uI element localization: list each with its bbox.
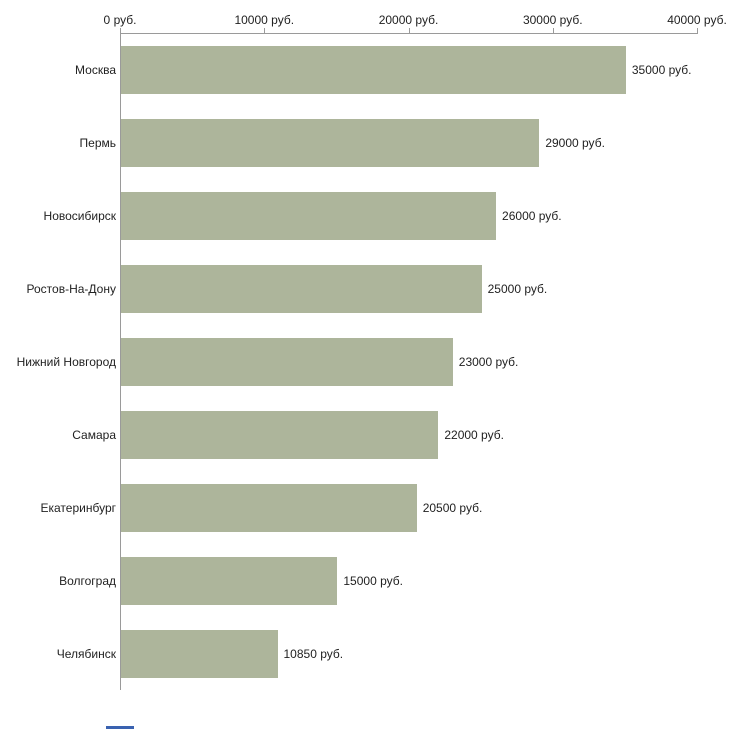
category-label: Челябинск [56,646,116,661]
bar [121,191,497,240]
x-tick-mark [264,28,266,33]
x-tick-mark [552,28,554,33]
bar [121,264,482,313]
bar [121,337,453,386]
bar-row: Екатеринбург 20500 руб. [0,471,730,544]
category-label: Волгоград [59,573,116,588]
x-tick-mark [408,28,410,33]
value-label: 23000 руб. [458,354,519,369]
value-label: 35000 руб. [631,62,692,77]
x-axis-line [120,33,698,34]
bar-rows: Москва 35000 руб. Пермь 29000 руб. Новосибир… [0,33,730,690]
bar [121,483,417,532]
bar [121,410,439,459]
value-label: 22000 руб. [444,427,504,442]
bar-row: Москва 35000 руб. [0,33,730,106]
bar-row: Волгоград 15000 руб. [0,544,730,617]
category-label: Нижний Новгород [16,354,116,369]
x-tick-label: 20000 руб. [378,13,439,27]
x-tick-label: 40000 руб. [667,13,727,27]
category-label: Пермь [79,135,116,150]
y-axis-line [120,33,121,690]
value-label: 15000 руб. [343,573,403,588]
bar-row: Нижний Новгород 23000 руб. [0,325,730,398]
bar [121,45,626,94]
x-tick-label: 10000 руб. [234,13,295,27]
category-label: Самара [72,427,116,442]
value-label: 29000 руб. [545,135,605,150]
bar-row: Самара 22000 руб. [0,398,730,471]
x-tick-label: 0 руб. [103,13,137,27]
x-tick-mark [697,28,698,33]
bar-row: Пермь 29000 руб. [0,106,730,179]
category-label: Ростов-На-Дону [26,281,116,296]
bottom-blue-mark [106,726,134,729]
bar [121,629,278,678]
x-tick-mark [120,28,121,33]
value-label: 10850 руб. [283,646,344,661]
value-label: 26000 руб. [502,208,562,223]
category-label: Новосибирск [43,208,116,223]
bar [121,556,338,605]
category-label: Москва [75,62,116,77]
bar-row: Челябинск 10850 руб. [0,617,730,690]
value-label: 25000 руб. [487,281,548,296]
category-label: Екатеринбург [40,500,117,515]
bar-row: Новосибирск 26000 руб. [0,179,730,252]
x-tick-label: 30000 руб. [522,13,583,27]
bar-row: Ростов-На-Дону 25000 руб. [0,252,730,325]
bar [121,118,540,167]
value-label: 20500 руб. [422,500,483,515]
